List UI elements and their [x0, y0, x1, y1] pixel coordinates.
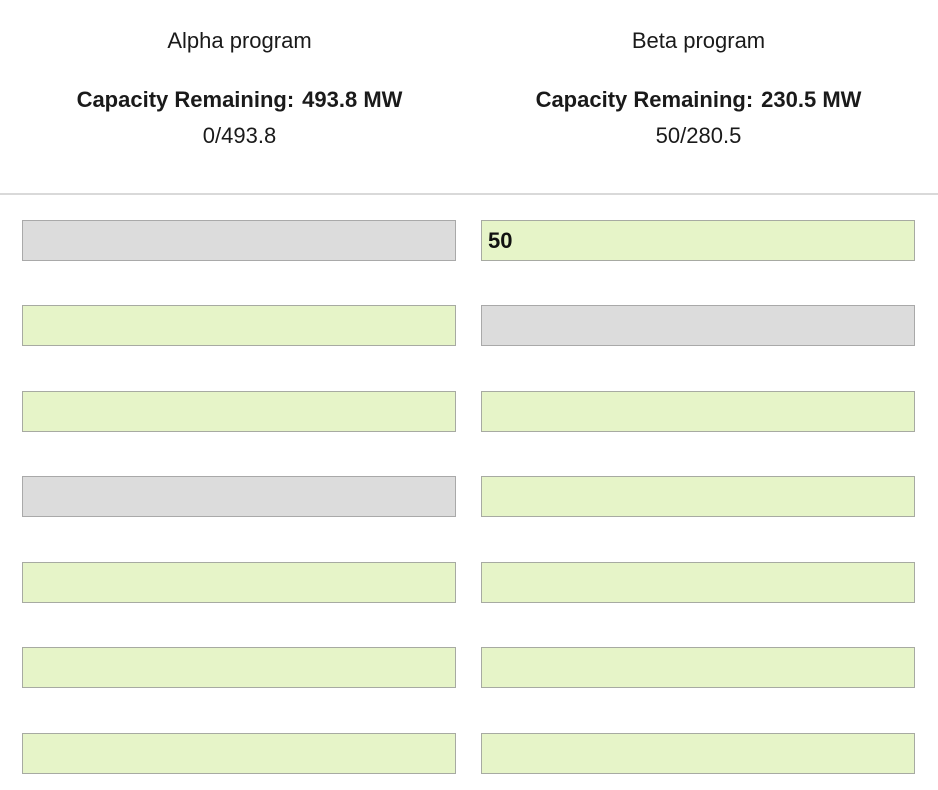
alpha-allocation-input-3[interactable] — [22, 391, 456, 432]
beta-allocation-input-2[interactable] — [481, 305, 915, 346]
beta-capacity-value: 230.5 MW — [761, 87, 862, 112]
alpha-allocation-input-1[interactable] — [22, 220, 456, 261]
alpha-allocation-input-5[interactable] — [22, 562, 456, 603]
beta-allocation-ratio: 50/280.5 — [655, 123, 742, 148]
beta-allocation-input-7[interactable] — [481, 733, 915, 774]
programs-header: Alpha program Capacity Remaining: 493.8 M… — [0, 0, 938, 193]
beta-allocation-input-4[interactable] — [481, 476, 915, 517]
alpha-program-name: Alpha program — [167, 28, 312, 53]
beta-allocation-input-5[interactable] — [481, 562, 915, 603]
alpha-allocation-input-2[interactable] — [22, 305, 456, 346]
alpha-capacity-value: 493.8 MW — [302, 87, 403, 112]
alpha-capacity-label: Capacity Remaining: — [76, 87, 295, 112]
alpha-allocation-input-6[interactable] — [22, 647, 456, 688]
beta-allocation-input-6[interactable] — [481, 647, 915, 688]
beta-allocation-input-3[interactable] — [481, 391, 915, 432]
alpha-allocation-input-7[interactable] — [22, 733, 456, 774]
beta-program-name: Beta program — [631, 28, 766, 53]
alpha-allocation-input-4[interactable] — [22, 476, 456, 517]
alpha-capacity-line: Capacity Remaining: 493.8 MW — [5, 86, 474, 114]
beta-capacity-label: Capacity Remaining: — [535, 87, 754, 112]
beta-capacity-line: Capacity Remaining: 230.5 MW — [464, 86, 933, 114]
header-divider — [0, 193, 938, 195]
beta-allocation-input-1[interactable] — [481, 220, 915, 261]
alpha-allocation-ratio: 0/493.8 — [202, 123, 277, 148]
